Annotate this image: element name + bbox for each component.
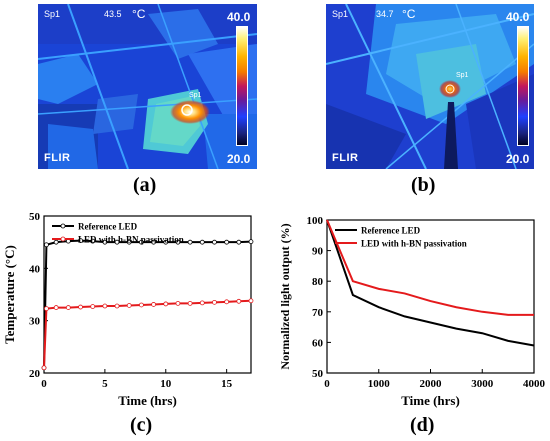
chart-c-series-1-point [187, 300, 193, 306]
chart-c-series-1-point [151, 302, 156, 307]
chart-c-series-1-line [43, 299, 252, 368]
chart-c-legend-label-0: Reference LED [78, 222, 138, 232]
chart-d-ytick-label: 80 [312, 276, 324, 288]
color-scale-bar-a [236, 26, 248, 146]
chart-c-series-1-point [236, 298, 242, 304]
chart-c-series-0-point [139, 239, 144, 245]
thermal-image-a-graphic [38, 4, 257, 169]
panel-label-a: (a) [133, 174, 157, 196]
chart-c: 0 5 10 15 20 30 40 50 Time (hrs) Temperature (°C)… [0, 205, 275, 415]
spot-unit-a: °C [132, 7, 146, 21]
chart-c-series-1-point [44, 306, 49, 312]
chart-c-series-0-point [175, 239, 181, 245]
chart-d-ytick-label: 70 [312, 307, 324, 319]
panel-label-d: (d) [410, 414, 435, 436]
chart-c-series-1-point [102, 303, 108, 309]
chart-d-series-1-line [326, 219, 534, 316]
panel-label-b: (b) [411, 174, 436, 196]
scale-max-a: 40.0 [227, 10, 251, 24]
chart-c-series-0-point [44, 242, 49, 248]
chart-c-series-1-point [78, 304, 83, 310]
chart-c-legend-marker-0 [60, 223, 66, 229]
chart-d-xtick-label: 3000 [471, 378, 494, 390]
chart-c-ylabel: Temperature (°C) [2, 245, 17, 344]
chart-c-series-0-point [187, 239, 193, 245]
chart-d-legend-label-1: LED with h-BN passivation [361, 239, 467, 249]
chart-c-series-1-point [224, 299, 230, 305]
chart-c-svg: 0 5 10 15 20 30 40 50 Time (hrs) Temperature (°C)… [2, 211, 254, 408]
chart-c-series-0-point [163, 239, 169, 245]
spot-unit-b: °C [402, 7, 416, 21]
chart-c-series-0-point [236, 239, 242, 245]
chart-c-series-0-point [151, 239, 156, 245]
chart-c-series-0-point [199, 239, 205, 245]
chart-c-series-1-point [114, 303, 120, 309]
chart-c-series-0-point [90, 238, 96, 244]
chart-d-xtick-label: 4000 [523, 378, 546, 390]
chart-c-series-1-point [41, 365, 47, 371]
chart-c-xtick-label: 5 [102, 378, 108, 390]
chart-c-xtick-label: 0 [41, 378, 47, 390]
chart-c-series-1-point [139, 302, 144, 308]
chart-c-legend-marker-1 [60, 236, 66, 242]
chart-c-series-0-point [78, 238, 83, 243]
chart-c-xlabel: Time (hrs) [118, 393, 177, 408]
chart-c-series-1-point [199, 300, 205, 306]
spot-label-a: Sp1 [44, 9, 61, 19]
thermal-image-a: Sp1 43.5 °C Sp1 40.0 20.0 FLIR [38, 4, 257, 169]
chart-d-xtick-label: 1000 [368, 378, 391, 390]
chart-d-xtick-label: 0 [324, 378, 330, 390]
chart-d-ytick-label: 100 [307, 215, 324, 227]
chart-c-series-1-point [175, 300, 181, 306]
chart-c-series-0-point [114, 239, 120, 245]
chart-c-plot-frame [43, 215, 252, 374]
chart-c-series-1-point [126, 303, 132, 308]
chart-c-series-0-point [248, 239, 254, 245]
chart-c-series-1-point [248, 298, 254, 304]
scale-min-a: 20.0 [227, 152, 251, 166]
chart-c-series-1-point [212, 299, 217, 305]
chart-c-series-0-point [126, 239, 132, 245]
chart-c-series-1-point [90, 304, 96, 309]
chart-c-series-1-point [53, 305, 59, 310]
panel-label-c: (c) [130, 414, 153, 436]
spot-marker-label-a: Sp1 [189, 92, 202, 99]
chart-c-series-1-point [163, 301, 169, 307]
thermal-image-b: Sp1 34.7 °C Sp1 40.0 20.0 FLIR [326, 4, 534, 169]
chart-c-legend-label-1: LED with h-BN passivation [78, 235, 184, 245]
scale-min-b: 20.0 [506, 152, 530, 166]
thermal-image-b-graphic [326, 4, 534, 169]
flir-logo-b: FLIR [332, 152, 359, 164]
chart-c-series-0-point [53, 239, 59, 245]
chart-c-series-1-point [65, 305, 71, 310]
chart-c-ytick-label: 50 [29, 211, 41, 223]
chart-d-xtick-label: 2000 [420, 378, 443, 390]
spot-value-b: 34.7 [376, 9, 394, 19]
spot-label-b: Sp1 [332, 9, 349, 19]
chart-c-xtick-label: 10 [160, 378, 172, 390]
spot-value-a: 43.5 [104, 9, 122, 19]
chart-c-xtick-label: 15 [221, 378, 233, 390]
spot-marker-label-b: Sp1 [456, 72, 469, 79]
chart-c-ytick-label: 30 [29, 316, 41, 328]
chart-d-ytick-label: 90 [312, 246, 324, 258]
color-scale-bar-b [517, 26, 529, 146]
chart-d-series-0-line [326, 219, 535, 347]
chart-d-legend-label-0: Reference LED [361, 226, 421, 236]
chart-c-ytick-label: 40 [29, 263, 41, 275]
chart-c-series-0-point [102, 239, 108, 245]
flir-logo-a: FLIR [44, 152, 71, 164]
chart-c-ytick-label: 20 [29, 368, 41, 380]
chart-d-ylabel: Normalized light output (%) [278, 223, 292, 369]
chart-d: 0 1000 2000 3000 4000 50 60 70 80 90 100 Time (hrs)… [275, 205, 550, 415]
scale-max-b: 40.0 [506, 10, 530, 24]
chart-c-series-0-point [212, 239, 217, 245]
chart-d-ytick-label: 50 [312, 368, 324, 380]
chart-d-ytick-label: 60 [312, 337, 324, 349]
chart-d-xlabel: Time (hrs) [401, 393, 460, 408]
chart-d-svg: 0 1000 2000 3000 4000 50 60 70 80 90 100 Time (hrs)… [278, 215, 546, 408]
chart-c-series-0-point [224, 239, 230, 245]
